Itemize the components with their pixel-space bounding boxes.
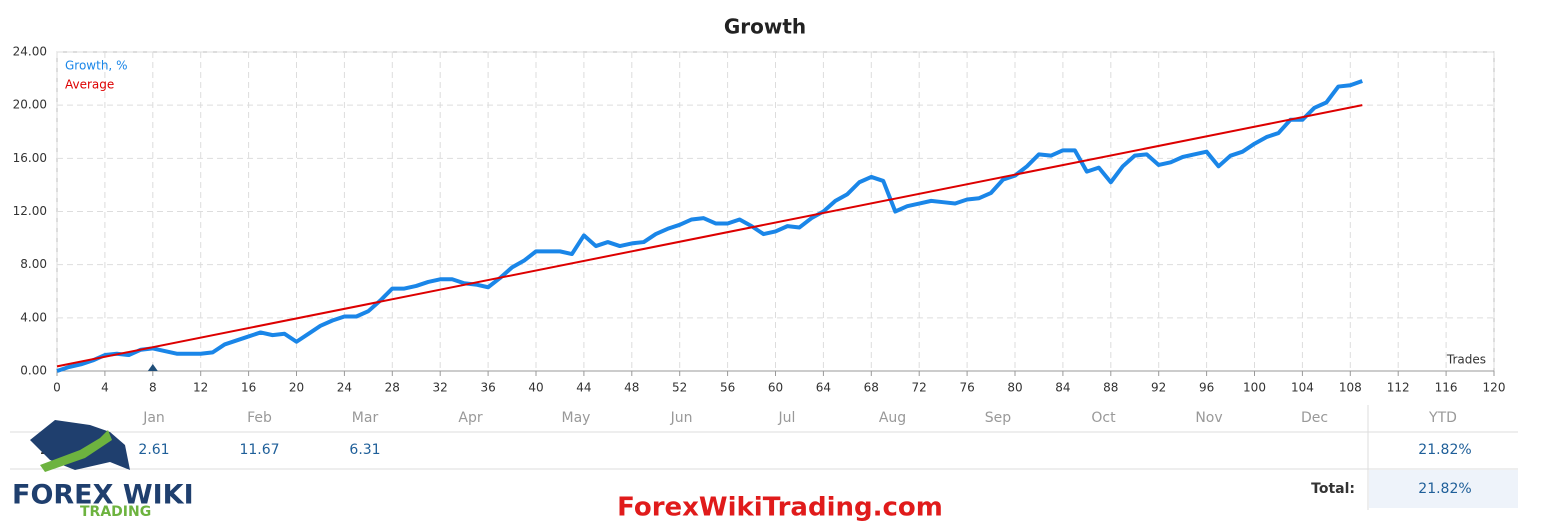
chart-title: Growth (724, 15, 806, 39)
x-tick-label: 4 (101, 381, 109, 395)
month-header: Feb (247, 410, 272, 426)
line-series (56, 79, 1363, 373)
month-header: Mar (352, 410, 379, 426)
x-tick-label: 120 (1483, 381, 1506, 395)
x-tick-label: 72 (912, 381, 927, 395)
x-tick-label: 40 (528, 381, 543, 395)
line-series (56, 104, 1363, 368)
legend-entry: Average (65, 78, 114, 92)
y-tick-label: 24.00 (13, 45, 47, 59)
x-tick-label: 112 (1387, 381, 1410, 395)
x-tick-label: 56 (720, 381, 735, 395)
y-tick-label: 20.00 (13, 98, 47, 112)
month-header: Jul (778, 410, 796, 426)
y-tick-label: 8.00 (20, 257, 47, 271)
month-header: Sep (985, 410, 1012, 426)
x-tick-label: 0 (53, 381, 61, 395)
y-tick-label: 4.00 (20, 310, 47, 324)
month-value: 6.31 (349, 442, 380, 458)
watermark: ForexWikiTrading.com (617, 493, 943, 523)
x-tick-label: 84 (1055, 381, 1070, 395)
y-tick-label: 12.00 (13, 204, 47, 218)
month-header: Jan (142, 410, 165, 426)
ytd-header: YTD (1428, 410, 1457, 426)
x-tick-label: 28 (385, 381, 400, 395)
x-tick-label: 48 (624, 381, 639, 395)
y-tick-label: 16.00 (13, 151, 47, 165)
month-header: Oct (1091, 410, 1116, 426)
trade-marker (147, 364, 158, 371)
logo-text: FOREX WIKI (12, 480, 194, 511)
x-tick-label: 12 (193, 381, 208, 395)
month-header: Dec (1301, 410, 1328, 426)
x-tick-label: 108 (1339, 381, 1362, 395)
x-tick-label: 64 (816, 381, 831, 395)
x-tick-label: 92 (1151, 381, 1166, 395)
month-header: May (562, 410, 591, 426)
month-header: Aug (879, 410, 906, 426)
month-value: 2.61 (138, 442, 169, 458)
x-tick-label: 100 (1243, 381, 1266, 395)
x-tick-label: 44 (576, 381, 591, 395)
month-value: 11.67 (239, 442, 279, 458)
legend-entry: Growth, % (65, 59, 127, 73)
x-tick-label: 104 (1291, 381, 1314, 395)
month-header: Apr (458, 410, 482, 426)
y-tick-label: 0.00 (20, 364, 47, 378)
x-tick-label: 60 (768, 381, 783, 395)
logo-subtext: TRADING (80, 504, 151, 520)
x-tick-label: 80 (1007, 381, 1022, 395)
month-header: Jun (670, 410, 693, 426)
x-tick-label: 52 (672, 381, 687, 395)
x-tick-label: 24 (337, 381, 352, 395)
total-value: 21.82% (1418, 481, 1471, 497)
total-label: Total: (1311, 481, 1355, 497)
x-tick-label: 16 (241, 381, 256, 395)
x-tick-label: 36 (480, 381, 495, 395)
total-cell (1369, 470, 1518, 508)
x-tick-label: 32 (433, 381, 448, 395)
x-tick-label: 20 (289, 381, 304, 395)
ytd-value: 21.82% (1418, 442, 1471, 458)
x-tick-label: 8 (149, 381, 157, 395)
x-tick-label: 96 (1199, 381, 1214, 395)
x-tick-label: 88 (1103, 381, 1118, 395)
x-axis-label: Trades (1446, 353, 1486, 367)
logo-arrow (40, 430, 112, 472)
month-header: Nov (1195, 410, 1222, 426)
x-tick-label: 68 (864, 381, 879, 395)
logo-bull (30, 420, 130, 470)
x-tick-label: 116 (1435, 381, 1458, 395)
x-tick-label: 76 (959, 381, 974, 395)
